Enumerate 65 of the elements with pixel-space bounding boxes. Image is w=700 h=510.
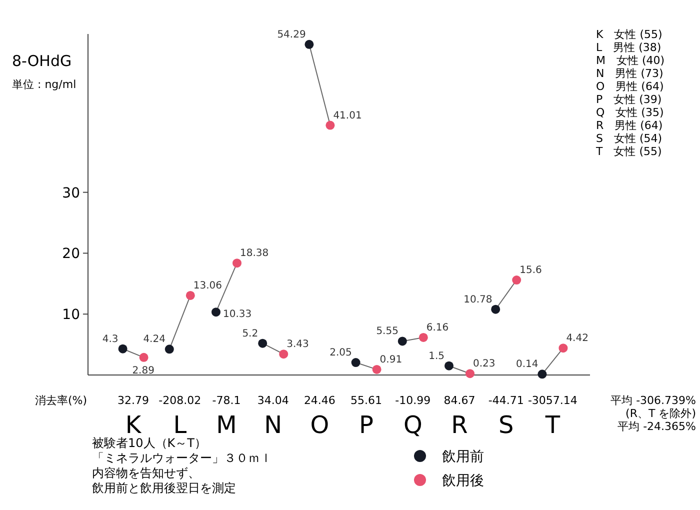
text: Q 女性 (35) <box>596 106 664 119</box>
text: -10.99 <box>395 394 431 407</box>
data-label: 54.29 <box>277 29 306 40</box>
data-label: 3.43 <box>286 339 309 350</box>
text: 「ミネラルウォーター」３０ｍｌ <box>92 451 272 465</box>
data-label: 5.55 <box>376 326 398 338</box>
text: 34.04 <box>257 394 289 407</box>
x-tick-label: O <box>310 411 330 439</box>
text: 24.46 <box>304 394 336 407</box>
data-label: 6.16 <box>426 322 449 334</box>
data-label: 4.42 <box>566 333 588 344</box>
legend-label: 飲用前 <box>442 449 484 465</box>
text: (R、T を除外) <box>626 407 696 420</box>
x-tick-label: M <box>216 411 237 439</box>
text: 8-OHdG <box>12 52 72 70</box>
data-label: 10.33 <box>223 309 252 320</box>
text: N 男性 (73) <box>596 67 664 80</box>
text: 32.79 <box>118 394 150 407</box>
x-tick-label: K <box>125 411 142 439</box>
data-label: 4.24 <box>143 334 166 346</box>
text: -44.71 <box>488 394 524 407</box>
text: 飲用前と飲用後翌日を測定 <box>92 481 236 495</box>
legend-label: 飲用後 <box>442 473 484 489</box>
data-label: 4.3 <box>102 334 118 345</box>
text: K 女性 (55) <box>596 28 662 41</box>
text: 平均 -306.739% <box>610 394 696 407</box>
text: 被験者10人（K～T） <box>92 436 206 450</box>
text: O 男性 (64) <box>596 80 664 93</box>
data-label: 10.78 <box>464 294 492 306</box>
x-tick-label: P <box>359 411 374 439</box>
text: -78.1 <box>212 394 241 407</box>
y-tick-label: 10 <box>62 307 80 324</box>
x-tick-label: Q <box>403 411 422 439</box>
text: 消去率(%) <box>35 394 88 407</box>
data-label: 2.89 <box>132 365 154 376</box>
x-tick-label: T <box>544 411 560 439</box>
text: -208.02 <box>158 394 202 407</box>
data-label: 41.01 <box>333 110 362 122</box>
data-label: 1.5 <box>428 350 445 362</box>
data-label: 18.38 <box>240 248 269 260</box>
text: T 女性 (55) <box>595 145 662 158</box>
text: P 女性 (39) <box>596 93 662 106</box>
text: 平均 -24.365% <box>618 420 696 433</box>
data-label: 2.05 <box>330 348 352 359</box>
data-label: 5.2 <box>242 328 258 340</box>
y-tick-label: 30 <box>62 185 80 202</box>
x-tick-label: L <box>173 411 188 439</box>
text: M 女性 (40) <box>596 54 665 67</box>
text: 55.61 <box>350 394 382 407</box>
text: 84.67 <box>444 394 476 407</box>
x-tick-label: R <box>451 411 468 439</box>
data-label: 15.6 <box>520 265 542 276</box>
text: S 女性 (54) <box>596 132 662 145</box>
text: R 男性 (64) <box>596 119 663 132</box>
text: 単位 : ng/ml <box>12 78 76 91</box>
data-label: 13.06 <box>193 280 222 292</box>
data-label: 0.14 <box>516 359 538 370</box>
text: -3057.14 <box>528 394 578 407</box>
x-tick-label: S <box>498 411 514 439</box>
text: L 男性 (38) <box>596 41 662 54</box>
text: 内容物を告知せず、 <box>92 466 200 480</box>
data-label: 0.23 <box>473 358 496 370</box>
data-label: 0.91 <box>380 354 402 366</box>
y-tick-label: 20 <box>62 246 80 262</box>
x-tick-label: N <box>264 411 282 439</box>
